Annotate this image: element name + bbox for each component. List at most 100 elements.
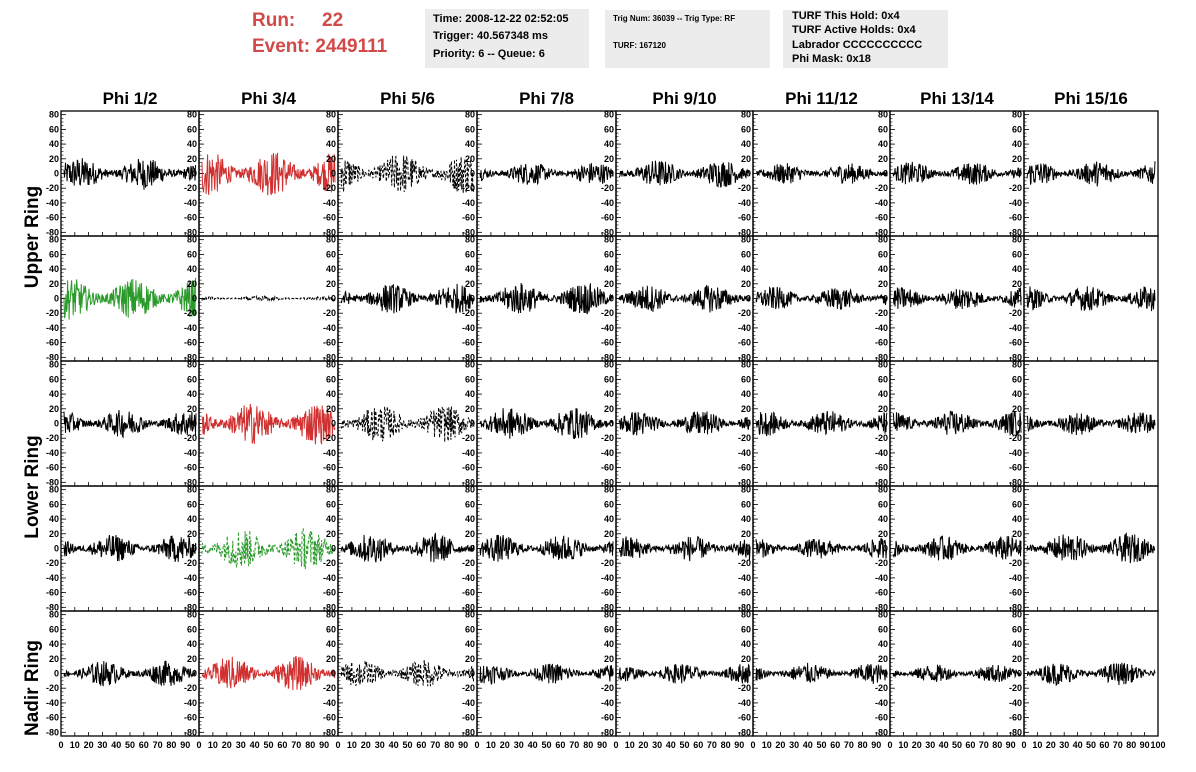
y-tick-label: 20 (326, 154, 336, 164)
y-tick-label: -80 (1009, 477, 1022, 487)
y-tick-label: 0 (1017, 669, 1022, 679)
y-tick-label: 60 (878, 374, 888, 384)
y-tick-label: -20 (1009, 308, 1022, 318)
y-tick-label: -20 (46, 433, 59, 443)
y-tick-label: -60 (738, 463, 751, 473)
turf-text: TURF: 167120 (613, 41, 666, 50)
run-line: Run: 22 (252, 8, 417, 34)
y-tick-label: 80 (326, 485, 336, 495)
y-tick-label: -40 (601, 448, 614, 458)
x-tick-label: 50 (125, 740, 135, 750)
y-tick-label: -40 (738, 448, 751, 458)
x-tick-label: 0 (750, 740, 755, 750)
y-tick-label: -40 (184, 198, 197, 208)
y-tick-label: 60 (1012, 499, 1022, 509)
y-tick-label: -20 (601, 183, 614, 193)
y-tick-label: 0 (192, 294, 197, 304)
y-tick-label: 20 (49, 529, 59, 539)
y-tick-label: -60 (601, 338, 614, 348)
y-tick-label: -80 (46, 352, 59, 362)
y-tick-label: 20 (878, 154, 888, 164)
y-tick-label: -60 (875, 338, 888, 348)
y-tick-label: 60 (604, 624, 614, 634)
x-tick-label: 0 (58, 740, 63, 750)
y-tick-label: 40 (49, 389, 59, 399)
y-tick-label: -80 (875, 727, 888, 737)
y-tick-label: 0 (883, 419, 888, 429)
y-tick-label: -60 (184, 213, 197, 223)
y-tick-label: -20 (738, 558, 751, 568)
y-tick-label: 60 (878, 249, 888, 259)
y-tick-label: 80 (878, 610, 888, 620)
y-tick-label: -60 (738, 338, 751, 348)
y-tick-label: 40 (465, 639, 475, 649)
y-tick-label: 40 (49, 264, 59, 274)
y-tick-label: 0 (883, 669, 888, 679)
y-tick-label: -80 (323, 477, 336, 487)
y-tick-label: -60 (1009, 338, 1022, 348)
y-tick-label: -40 (738, 698, 751, 708)
y-tick-label: -40 (1009, 698, 1022, 708)
y-tick-label: 0 (470, 669, 475, 679)
y-tick-label: -80 (46, 477, 59, 487)
y-tick-label: -60 (323, 588, 336, 598)
y-tick-label: -20 (875, 183, 888, 193)
y-tick-label: -60 (738, 588, 751, 598)
y-tick-label: -40 (738, 323, 751, 333)
y-tick-label: -20 (462, 558, 475, 568)
y-tick-label: 0 (746, 669, 751, 679)
y-tick-label: -60 (875, 463, 888, 473)
y-tick-label: 60 (1012, 124, 1022, 134)
x-tick-label: 70 (430, 740, 440, 750)
x-tick-label: 80 (721, 740, 731, 750)
y-tick-label: -20 (184, 183, 197, 193)
waveform-line (340, 532, 475, 563)
x-tick-label: 100 (1150, 740, 1165, 750)
ring-label: Upper Ring (22, 186, 43, 288)
x-tick-label: 20 (1046, 740, 1056, 750)
waveform-line (619, 160, 751, 188)
y-tick-label: -60 (875, 213, 888, 223)
y-tick-label: -80 (462, 352, 475, 362)
y-tick-label: 40 (604, 389, 614, 399)
y-tick-label: 40 (878, 514, 888, 524)
x-tick-label: 40 (528, 740, 538, 750)
y-tick-label: -80 (184, 352, 197, 362)
y-tick-label: -60 (875, 713, 888, 723)
y-tick-label: 0 (470, 294, 475, 304)
y-tick-label: -80 (184, 477, 197, 487)
y-tick-label: 20 (49, 279, 59, 289)
y-tick-label: 20 (187, 404, 197, 414)
y-tick-label: -80 (1009, 227, 1022, 237)
y-tick-label: -40 (462, 198, 475, 208)
y-tick-label: -60 (323, 338, 336, 348)
y-tick-label: -40 (875, 198, 888, 208)
x-tick-label: 50 (541, 740, 551, 750)
y-tick-label: 20 (187, 654, 197, 664)
y-tick-label: -40 (601, 698, 614, 708)
y-tick-label: 40 (326, 264, 336, 274)
y-tick-label: -40 (875, 698, 888, 708)
y-tick-label: -40 (1009, 573, 1022, 583)
y-tick-label: -40 (323, 198, 336, 208)
y-tick-label: -40 (601, 198, 614, 208)
x-tick-label: 80 (1126, 740, 1136, 750)
waveform-line (201, 294, 335, 302)
waveform-line (63, 277, 197, 320)
y-tick-label: -20 (738, 683, 751, 693)
x-tick-label: 30 (1059, 740, 1069, 750)
y-tick-label: -60 (323, 463, 336, 473)
y-tick-label: 0 (1017, 294, 1022, 304)
y-tick-label: -80 (601, 727, 614, 737)
trig-num-text: Trig Num: 36039 -- Trig Type: RF (613, 14, 736, 23)
y-tick-label: 60 (465, 124, 475, 134)
y-tick-label: 80 (49, 360, 59, 370)
y-tick-label: -40 (875, 323, 888, 333)
x-tick-label: 60 (416, 740, 426, 750)
y-tick-label: 80 (465, 235, 475, 245)
waveform-line (479, 663, 614, 686)
y-tick-label: 40 (741, 389, 751, 399)
y-tick-label: 80 (49, 235, 59, 245)
waveform-line (63, 409, 197, 439)
y-tick-label: 40 (465, 389, 475, 399)
